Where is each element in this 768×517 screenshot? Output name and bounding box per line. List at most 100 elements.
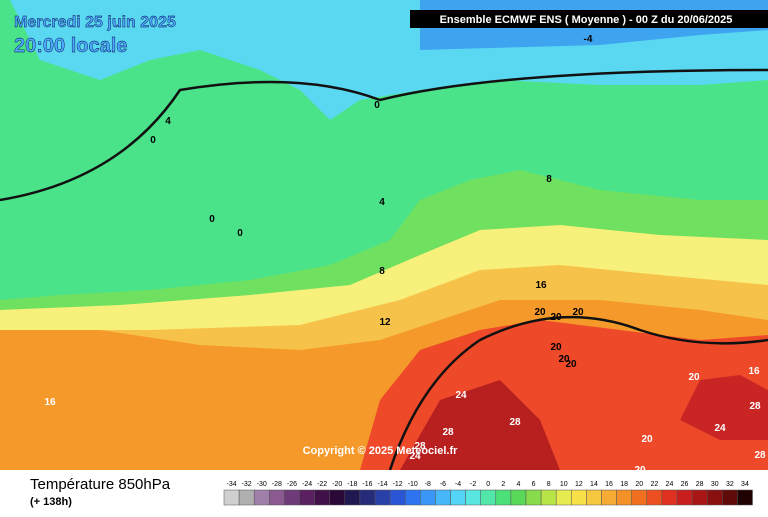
scale-label: 14 (590, 481, 598, 488)
scale-swatch (450, 489, 466, 506)
contour-label: 20 (550, 312, 562, 323)
scale-swatch (284, 489, 300, 506)
scale-swatch (571, 489, 587, 506)
scale-swatch (253, 489, 270, 506)
scale-label: -2 (470, 481, 476, 488)
contour-label: 28 (754, 450, 766, 461)
copyright: Copyright © 2025 Meteociel.fr (303, 445, 459, 457)
scale-swatch (299, 489, 315, 506)
scale-swatch (465, 489, 481, 506)
contour-label: 28 (749, 401, 761, 412)
scale-swatch (601, 489, 617, 506)
contour-label: 8 (379, 266, 385, 277)
scale-label: 12 (575, 481, 583, 488)
scale-swatch (706, 489, 723, 506)
scale-label: -6 (440, 481, 446, 488)
scale-label: -28 (272, 481, 282, 488)
scale-swatch (329, 489, 346, 506)
scale-swatch (722, 489, 738, 506)
scale-label: 6 (532, 481, 536, 488)
scale-label: -22 (317, 481, 327, 488)
contour-label: 20 (572, 307, 584, 318)
scale-swatch (616, 489, 632, 506)
scale-label: 30 (711, 481, 719, 488)
scale-label: -4 (455, 481, 461, 488)
contour-label: 4 (379, 197, 385, 208)
contour-label: 20 (558, 354, 570, 365)
scale-label: 22 (650, 481, 658, 488)
contour-label: 12 (379, 317, 391, 328)
contour-label: 28 (509, 417, 521, 428)
contour-label: 16 (535, 280, 547, 291)
scale-swatch (420, 489, 436, 506)
contour-label: 0 (237, 228, 243, 239)
date: Mercredi 25 juin 2025 (14, 14, 176, 31)
scale-swatch (344, 489, 361, 506)
scale-swatch (480, 489, 497, 506)
contour-label: 20 (641, 434, 653, 445)
scale-swatch (586, 489, 602, 506)
scale-label: -26 (287, 481, 297, 488)
scale-label: -10 (408, 481, 418, 488)
scale-swatch (389, 489, 406, 506)
scale-label: 4 (516, 481, 520, 488)
isotherm-20 (388, 315, 768, 471)
scale-swatch (269, 489, 285, 506)
scale-label: -30 (257, 481, 267, 488)
scale-label: -8 (425, 481, 431, 488)
scale-label: 20 (635, 481, 643, 488)
color-scale: -34 -32 -30 -28 -26 -24 -22 -20 -18 -16 -14 -12 -10-… (223, 481, 753, 506)
zone-28 (400, 380, 560, 470)
contour-label: 20 (565, 359, 577, 370)
contour-label: 24 (455, 390, 467, 401)
scale-swatch (691, 489, 708, 506)
scale-swatch (661, 489, 678, 506)
run-box (410, 10, 768, 28)
contour-label: 16 (748, 366, 760, 377)
contour-label: 8 (546, 174, 552, 185)
scale-swatch (404, 489, 421, 506)
run-info: Ensemble ECMWF ENS ( Moyenne ) - 00 Z du… (440, 14, 733, 26)
scale-label: 10 (560, 481, 568, 488)
contour-label: 16 (44, 397, 56, 408)
scale-swatch (223, 489, 240, 506)
contour-label: 20 (688, 372, 700, 383)
scale-label: 2 (501, 481, 505, 488)
contour-label: 0 (374, 100, 380, 111)
scale-label: 26 (681, 481, 689, 488)
scale-swatch (525, 489, 542, 506)
scale-swatch (646, 489, 663, 506)
contour-label: 20 (534, 307, 546, 318)
isotherm-0 (0, 68, 768, 202)
contour-label: 24 (409, 451, 421, 462)
scale-label: 0 (486, 481, 490, 488)
scale-swatch (737, 489, 753, 506)
scale-label: -16 (362, 481, 372, 488)
lead-time: (+ 138h) (30, 496, 72, 508)
scale-label: -20 (332, 481, 342, 488)
scale-label: 34 (741, 481, 749, 488)
scale-swatch (435, 489, 451, 506)
scale-label: 32 (726, 481, 734, 488)
local-time: 20:00 locale (14, 35, 127, 57)
contour-label: 28 (442, 427, 454, 438)
contour-label: 4 (165, 116, 171, 127)
contour-label: 20 (550, 342, 562, 353)
scale-swatch (510, 489, 527, 506)
scale-label: -32 (242, 481, 252, 488)
scale-label: -24 (302, 481, 312, 488)
scale-swatch (555, 489, 572, 506)
scale-swatch (540, 489, 557, 506)
zone-28-east (680, 375, 768, 440)
scale-swatch (238, 489, 255, 506)
contour-label: 28 (414, 441, 426, 452)
scale-label: 28 (696, 481, 704, 488)
scale-label: -14 (377, 481, 387, 488)
footer-title: Température 850hPa (30, 476, 171, 493)
contour-label: 0 (209, 214, 215, 225)
scale-label: 16 (605, 481, 613, 488)
scale-swatch (374, 489, 391, 506)
scale-swatch (676, 489, 693, 506)
